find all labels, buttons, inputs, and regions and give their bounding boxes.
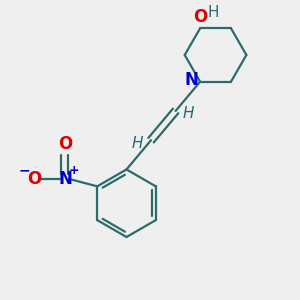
Text: N: N [58,170,72,188]
Text: −: − [19,164,31,178]
Text: H: H [132,136,144,151]
Text: O: O [27,170,41,188]
Text: H: H [208,4,219,20]
Text: O: O [58,135,72,153]
Text: +: + [68,164,79,177]
Text: N: N [185,71,199,89]
Text: O: O [193,8,207,26]
Text: H: H [183,106,195,122]
